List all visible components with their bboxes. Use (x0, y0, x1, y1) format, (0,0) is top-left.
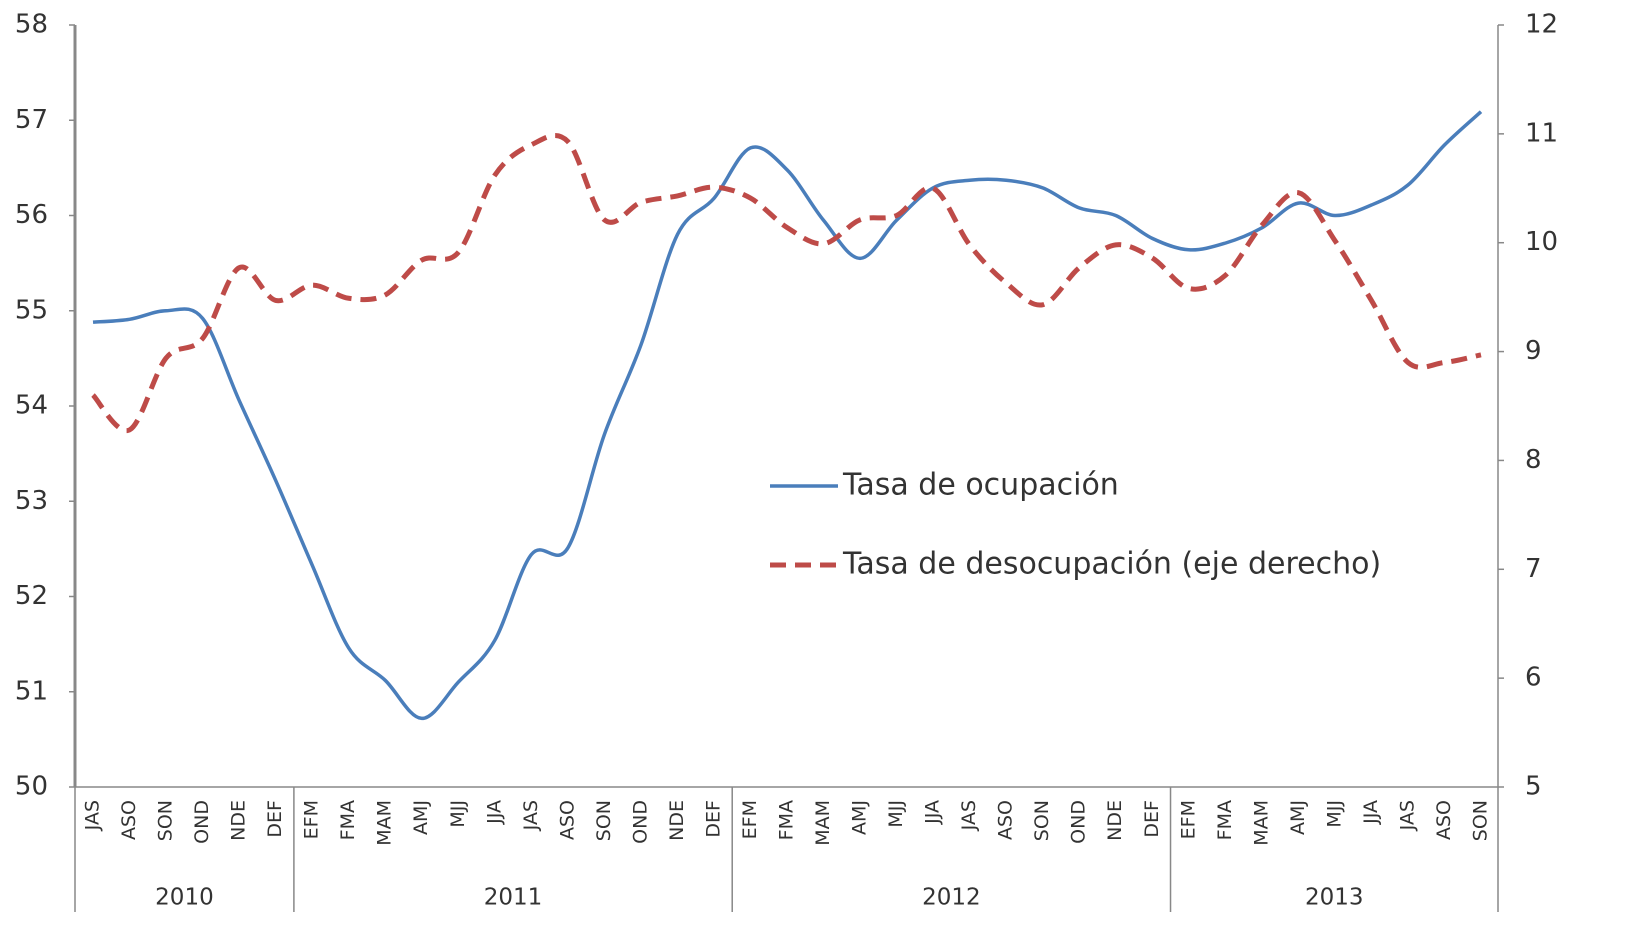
x-tick-label: AMJ (1287, 800, 1309, 835)
line-series (92, 110, 1483, 721)
x-tick-label: JAS (1396, 800, 1418, 831)
x-tick-label: NDE (228, 800, 250, 841)
y2-tick-label: 7 (1525, 554, 1542, 584)
x-tick-label: SON (1031, 800, 1053, 841)
y-tick-label: 55 (15, 295, 48, 325)
x-tick-label: AMJ (849, 800, 871, 835)
x-tick-label: OND (191, 800, 213, 844)
y-tick-label: 50 (15, 772, 48, 802)
group-label: 2011 (484, 885, 543, 911)
x-tick-label: JJA (922, 800, 944, 825)
x-tick-label: OND (629, 800, 651, 844)
x-tick-label: ASO (556, 800, 578, 840)
x-tick-label: MAM (1250, 800, 1272, 846)
y2-tick-label: 9 (1525, 336, 1542, 366)
y-tick-label: 52 (15, 581, 48, 611)
y-tick-label: 54 (15, 391, 48, 421)
x-tick-label: MAM (374, 800, 396, 846)
x-tick-label: MJJ (447, 800, 469, 828)
x-tick-label: AMJ (410, 800, 432, 835)
line-series (91, 133, 1482, 433)
y2-tick-label: 5 (1525, 772, 1542, 802)
y-tick-label: 58 (15, 10, 48, 40)
x-tick-label: EFM (301, 800, 323, 839)
y2-tick-label: 6 (1525, 663, 1542, 693)
y2-tick-label: 12 (1525, 10, 1558, 40)
x-tick-label: OND (1068, 800, 1090, 844)
x-tick-label: ASO (118, 800, 140, 840)
x-tick-label: SON (1470, 800, 1492, 841)
x-tick-label: SON (593, 800, 615, 841)
x-tick-label: FMA (337, 800, 359, 840)
x-tick-label: MJJ (885, 800, 907, 828)
x-tick-label: JAS (958, 800, 980, 831)
group-label: 2010 (155, 885, 214, 911)
x-tick-label: MAM (812, 800, 834, 846)
x-tick-label: SON (155, 800, 177, 841)
y-tick-label: 51 (15, 676, 48, 706)
y2-tick-label: 11 (1525, 118, 1558, 148)
group-label: 2012 (922, 885, 981, 911)
x-tick-label: ASO (1433, 800, 1455, 840)
x-tick-label: JAS (520, 800, 542, 831)
y-tick-label: 53 (15, 486, 48, 516)
y-tick-label: 57 (15, 105, 48, 135)
group-label: 2013 (1305, 885, 1364, 911)
x-tick-label: EFM (739, 800, 761, 839)
y2-tick-label: 10 (1525, 227, 1558, 257)
x-tick-label: NDE (1104, 800, 1126, 841)
x-tick-label: FMA (1214, 800, 1236, 840)
x-tick-label: DEF (264, 800, 286, 838)
x-tick-label: JJA (483, 800, 505, 825)
y2-tick-label: 8 (1525, 445, 1542, 475)
x-tick-label: JAS (82, 800, 104, 831)
x-tick-label: DEF (1141, 800, 1163, 838)
x-tick-label: ASO (995, 800, 1017, 840)
legend-label: Tasa de desocupación (eje derecho) (842, 547, 1381, 582)
x-tick-label: FMA (776, 800, 798, 840)
x-tick-label: DEF (702, 800, 724, 838)
x-tick-label: JJA (1360, 800, 1382, 825)
x-tick-label: NDE (666, 800, 688, 841)
legend-label: Tasa de ocupación (842, 468, 1119, 503)
x-tick-label: MJJ (1323, 800, 1345, 828)
x-tick-label: EFM (1177, 800, 1199, 839)
y-tick-label: 56 (15, 200, 48, 230)
